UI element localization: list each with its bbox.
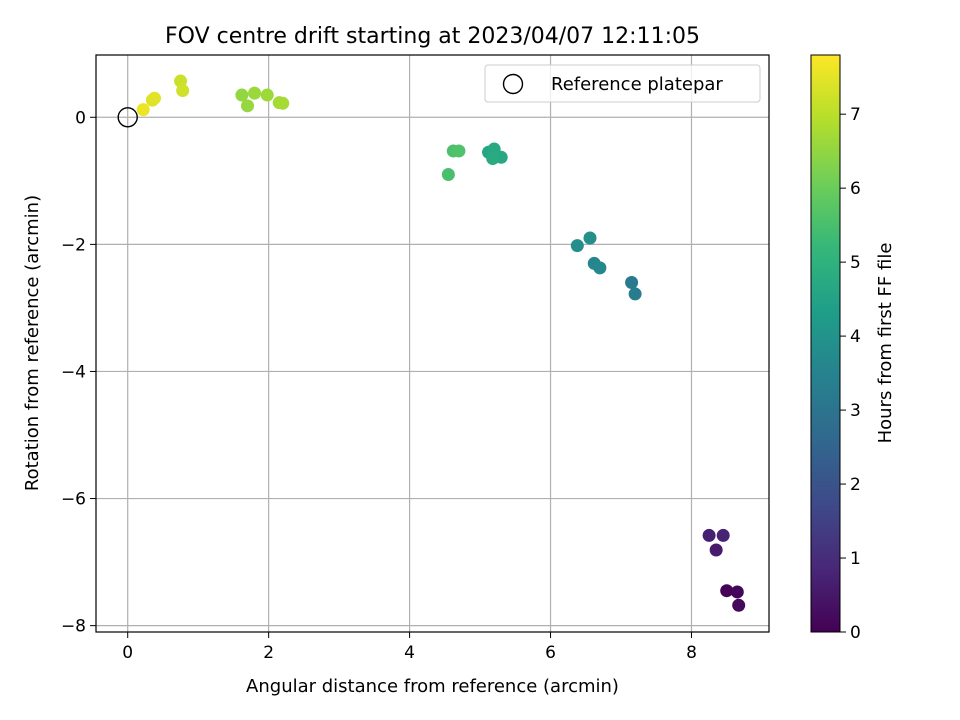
legend: Reference platepar bbox=[484, 64, 761, 103]
grid bbox=[96, 55, 769, 632]
colorbar-tick-label: 4 bbox=[850, 327, 861, 347]
scatter-point bbox=[487, 142, 501, 156]
scatter-point bbox=[583, 231, 597, 245]
scatter-point bbox=[570, 239, 584, 253]
colorbar-tick-label: 7 bbox=[850, 105, 861, 125]
colorbar-tick-label: 3 bbox=[850, 401, 861, 421]
colorbar-tick-label: 0 bbox=[850, 623, 861, 643]
y-tick-label: −6 bbox=[61, 490, 86, 510]
scatter-point bbox=[625, 275, 639, 289]
scatter-point bbox=[147, 91, 161, 105]
colorbar: 0 1 2 3 4 5 6 7 Hours from first FF file bbox=[810, 54, 896, 643]
colorbar-ticks: 0 1 2 3 4 5 6 7 bbox=[840, 105, 861, 643]
scatter-point bbox=[241, 99, 255, 113]
x-tick-label: 6 bbox=[545, 643, 556, 663]
y-axis: −8 −6 −4 −2 0 bbox=[61, 108, 96, 637]
reference-platepar-marker bbox=[117, 107, 138, 128]
colorbar-label: Hours from first FF file bbox=[875, 243, 896, 444]
scatter-point bbox=[441, 167, 455, 181]
plot-frame bbox=[95, 54, 770, 633]
scatter-point bbox=[730, 585, 744, 599]
colorbar-tick-label: 6 bbox=[850, 179, 861, 199]
scatter-point bbox=[702, 528, 716, 542]
colorbar-tick-label: 2 bbox=[850, 475, 861, 495]
scatter-points bbox=[136, 74, 746, 612]
y-tick-label: 0 bbox=[75, 108, 86, 128]
scatter-point bbox=[720, 584, 734, 598]
x-tick-label: 0 bbox=[122, 643, 133, 663]
x-tick-label: 8 bbox=[686, 643, 697, 663]
legend-label: Reference platepar bbox=[551, 74, 723, 95]
scatter-point bbox=[176, 84, 190, 98]
reference-marker-group bbox=[117, 107, 138, 128]
legend-box bbox=[484, 64, 761, 103]
colorbar-tick-label: 1 bbox=[850, 549, 861, 569]
scatter-point bbox=[276, 96, 290, 110]
colorbar-gradient bbox=[810, 54, 841, 633]
scatter-point bbox=[260, 88, 274, 102]
legend-reference-marker bbox=[502, 73, 524, 95]
scatter-point bbox=[248, 86, 262, 100]
scatter-point bbox=[452, 144, 466, 158]
scatter-point bbox=[486, 152, 500, 166]
scatter-point bbox=[628, 287, 642, 301]
x-tick-label: 2 bbox=[263, 643, 274, 663]
scatter-point bbox=[235, 88, 249, 102]
y-axis-label: Rotation from reference (arcmin) bbox=[22, 195, 43, 491]
y-tick-label: −4 bbox=[61, 362, 86, 382]
colorbar-tick-label: 5 bbox=[850, 253, 861, 273]
scatter-point bbox=[593, 261, 607, 275]
x-tick-label: 4 bbox=[404, 643, 415, 663]
scatter-point bbox=[716, 528, 730, 542]
x-axis-label: Angular distance from reference (arcmin) bbox=[246, 676, 619, 697]
chart-title: FOV centre drift starting at 2023/04/07 … bbox=[165, 24, 700, 49]
scatter-point bbox=[136, 103, 150, 117]
y-tick-label: −2 bbox=[61, 235, 86, 255]
scatter-point bbox=[709, 543, 723, 557]
scatter-point bbox=[732, 598, 746, 612]
y-tick-label: −8 bbox=[61, 617, 86, 637]
x-axis: 0 2 4 6 8 bbox=[122, 632, 697, 663]
